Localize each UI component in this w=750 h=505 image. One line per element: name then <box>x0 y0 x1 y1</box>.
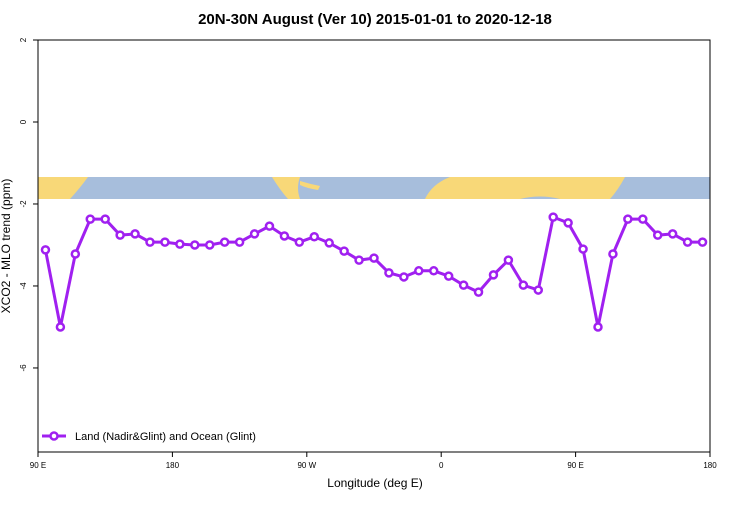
y-tick-label: -2 <box>19 200 28 208</box>
x-tick-label: 90 W <box>297 461 316 470</box>
point <box>160 237 170 247</box>
point <box>55 322 66 332</box>
point <box>369 253 379 263</box>
point <box>488 270 499 280</box>
point <box>652 230 663 240</box>
point <box>204 240 215 250</box>
point <box>354 255 364 265</box>
point <box>249 229 260 239</box>
series-line <box>43 215 703 328</box>
point <box>667 229 678 239</box>
point <box>294 237 305 247</box>
point <box>70 249 81 259</box>
point <box>414 266 424 276</box>
point <box>593 322 603 332</box>
point <box>324 238 334 248</box>
point <box>100 214 110 224</box>
point <box>428 266 439 276</box>
point <box>682 237 693 247</box>
y-tick-label: -4 <box>19 282 28 290</box>
point <box>563 218 573 228</box>
y-tick-label: 0 <box>19 119 28 124</box>
x-tick-label: 180 <box>166 461 180 470</box>
point <box>190 240 200 250</box>
point <box>309 232 320 242</box>
x-tick-label: 0 <box>439 461 444 470</box>
point <box>85 214 96 224</box>
x-tick-label: 180 <box>703 461 717 470</box>
x-tick-label: 90 E <box>567 461 583 470</box>
map-strip <box>38 177 710 199</box>
point <box>443 271 454 281</box>
legend-marker <box>49 431 59 441</box>
point <box>175 239 185 249</box>
point <box>384 268 394 278</box>
y-axis-label: XCO2 - MLO trend (ppm) <box>0 179 13 314</box>
point <box>548 212 558 222</box>
y-tick-label: 2 <box>19 37 28 42</box>
point <box>473 287 484 297</box>
point <box>578 244 588 254</box>
point <box>219 237 230 247</box>
point <box>339 246 349 256</box>
point <box>458 280 469 290</box>
point <box>503 255 514 265</box>
y-tick-label: -6 <box>19 364 28 372</box>
point <box>279 231 290 241</box>
x-axis-label: Longitude (deg E) <box>327 476 422 490</box>
point <box>115 230 125 240</box>
point <box>608 249 618 259</box>
point <box>533 285 544 295</box>
x-tick-label: 90 E <box>30 461 46 470</box>
point <box>518 280 529 290</box>
point <box>40 245 51 255</box>
point <box>264 221 275 231</box>
point <box>638 214 648 224</box>
plot-frame <box>37 39 711 453</box>
chart-title: 20N-30N August (Ver 10) 2015-01-01 to 20… <box>198 11 552 28</box>
point <box>399 272 409 282</box>
point <box>145 237 155 247</box>
point <box>623 214 633 224</box>
point <box>130 229 140 239</box>
point <box>697 237 708 247</box>
legend-label: Land (Nadir&Glint) and Ocean (Glint) <box>75 431 256 443</box>
point <box>234 237 245 247</box>
